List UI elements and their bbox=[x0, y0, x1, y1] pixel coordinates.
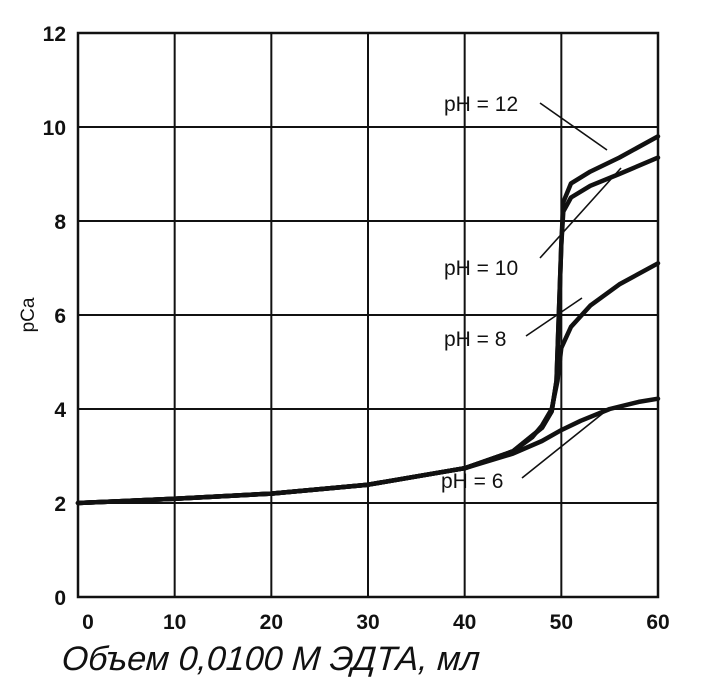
x-tick-label: 10 bbox=[163, 611, 186, 634]
x-tick-label: 50 bbox=[550, 611, 573, 634]
plot-frame bbox=[76, 31, 660, 599]
y-tick-label: 4 bbox=[54, 399, 66, 422]
x-tick-label: 40 bbox=[453, 611, 476, 634]
x-tick-label: 0 bbox=[82, 611, 94, 634]
curve-label: pH = 6 bbox=[441, 470, 503, 493]
leader-line-2 bbox=[539, 167, 622, 259]
curve-label: pH = 8 bbox=[444, 328, 506, 351]
y-axis-label: pCa bbox=[18, 297, 39, 332]
y-tick-label: 0 bbox=[54, 587, 66, 610]
y-tick-label: 12 bbox=[43, 23, 66, 46]
leader-line-1 bbox=[539, 102, 608, 151]
curve-label: pH = 12 bbox=[444, 93, 518, 116]
curve-labels: pH = 12 pH = 10 pH = 8 pH = 6 bbox=[441, 93, 518, 493]
curves bbox=[75, 134, 661, 506]
y-tick-label: 6 bbox=[54, 305, 66, 328]
x-tick-label: 20 bbox=[260, 611, 283, 634]
series-line-4 bbox=[75, 396, 661, 506]
curve-label: pH = 10 bbox=[444, 257, 518, 280]
leader-line-3 bbox=[525, 297, 583, 337]
grid bbox=[77, 32, 659, 598]
y-tick-label: 8 bbox=[54, 211, 66, 234]
y-tick-labels: 0 2 4 6 8 10 12 bbox=[43, 23, 67, 610]
y-tick-label: 2 bbox=[54, 493, 66, 516]
x-tick-labels: 0 10 20 30 40 50 60 bbox=[82, 611, 670, 634]
x-tick-label: 30 bbox=[356, 611, 379, 634]
x-axis-label: Объем 0,0100 М ЭДТА, мл bbox=[61, 640, 482, 678]
y-tick-label: 10 bbox=[43, 117, 66, 140]
x-tick-label: 60 bbox=[646, 611, 669, 634]
annotation-leaders bbox=[521, 102, 622, 479]
leader-line-4 bbox=[521, 409, 608, 479]
